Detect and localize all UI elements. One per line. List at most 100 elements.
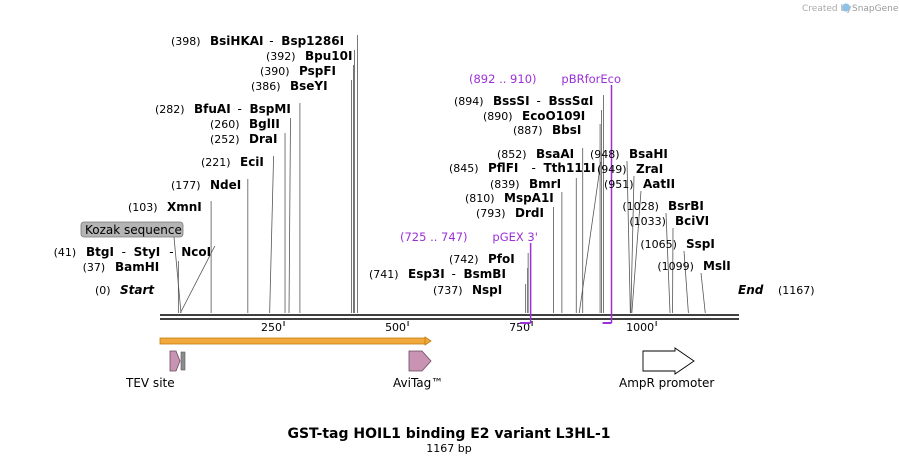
enzyme-separator: - [452, 267, 456, 281]
sequence-backbone [160, 314, 739, 320]
axis-tick-label: 1000 [626, 321, 654, 334]
enzyme-name: EciI [240, 155, 264, 169]
enzyme-position: (1099) [657, 260, 694, 273]
enzyme-position: (845) [449, 162, 479, 175]
map-length: 1167 bp [426, 442, 471, 455]
kozak-pointer [173, 236, 182, 314]
primer-annotations: (725 .. 747) pGEX 3' (892 .. 910) pBRforEco [400, 72, 621, 324]
enzyme-position: (37) [83, 261, 106, 274]
orf-arrowhead [424, 336, 432, 346]
enzyme-name: EcoO109I [522, 109, 585, 123]
enzyme-name: DrdI [515, 206, 544, 220]
primer-name: pGEX 3' [492, 230, 538, 244]
enzyme-name: XmnI [167, 200, 202, 214]
enzyme-position: (221) [201, 156, 231, 169]
credit: Created by SnapGene [802, 3, 899, 14]
enzyme-name: BsmBI [464, 267, 506, 281]
enzyme-name: BciVI [675, 214, 709, 228]
enzyme-site-bamhi[interactable]: (37) BamHI [83, 260, 160, 274]
feature-kozak[interactable]: Kozak sequence [80, 221, 184, 314]
enzyme-site-btgi[interactable]: (41) BtgI - StyI - NcoI [54, 245, 211, 259]
enzyme-site-bsaai[interactable]: (852) BsaAI [497, 147, 574, 161]
enzyme-position: (949) [597, 163, 627, 176]
enzyme-site-bmri[interactable]: (839) BmrI [490, 177, 561, 191]
enzyme-site-nspi[interactable]: (737) NspI [433, 283, 502, 297]
enzyme-name: PflFI [488, 161, 518, 175]
start-label: Start [120, 283, 155, 297]
enzyme-name: BsiHKAI [210, 34, 264, 48]
enzyme-name: BsaAI [536, 147, 574, 161]
enzyme-separator: - [122, 245, 126, 259]
avitag-label: AviTag™ [393, 376, 443, 390]
end-marker: End (1167) [738, 283, 815, 297]
enzyme-position: (741) [369, 268, 399, 281]
enzyme-position: (887) [513, 124, 543, 137]
enzyme-site-pflfi[interactable]: (845) PflFI - Tth111I [449, 161, 595, 175]
primer-pgex3[interactable]: (725 .. 747) pGEX 3' [400, 230, 538, 324]
enzyme-site-ndei[interactable]: (177) NdeI [171, 178, 241, 192]
enzyme-site-esp3i[interactable]: (741) Esp3I - BsmBI [369, 267, 506, 281]
kozak-box [80, 221, 184, 238]
enzyme-site-msli[interactable]: (1099) MslI [657, 259, 730, 273]
enzyme-name: BtgI [86, 245, 114, 259]
enzyme-position: (951) [604, 178, 634, 191]
enzyme-position: (737) [433, 284, 463, 297]
enzyme-name: Esp3I [408, 267, 445, 281]
enzyme-name: BssSαI [549, 94, 594, 108]
enzyme-site-xmni[interactable]: (103) XmnI [128, 200, 202, 214]
enzyme-position: (398) [171, 35, 201, 48]
enzyme-site-bpu10i[interactable]: (392) Bpu10I [266, 49, 352, 63]
enzyme-name: NspI [472, 283, 502, 297]
enzyme-site-bglii[interactable]: (260) BglII [210, 117, 280, 131]
primer-pbrforeco[interactable]: (892 .. 910) pBRforEco [469, 72, 621, 324]
feature-tev-site[interactable]: TEV site [125, 350, 186, 390]
enzyme-position: (282) [155, 103, 185, 116]
cut-line [665, 212, 671, 314]
enzyme-position: (41) [54, 246, 77, 259]
enzyme-site-pfoi[interactable]: (742) PfoI [449, 252, 515, 266]
enzyme-site-bsrbi[interactable]: (1028) BsrBI [622, 199, 703, 213]
enzyme-site-bfuai[interactable]: (282) BfuAI - BspMI [155, 102, 291, 116]
enzyme-position: (948) [590, 148, 620, 161]
enzyme-site-bsahi[interactable]: (948) BsaHI [590, 147, 668, 161]
enzyme-name: BsrBI [668, 199, 704, 213]
ampr-promoter-arrow [642, 347, 695, 375]
cut-line [700, 272, 706, 314]
enzyme-position: (852) [497, 148, 527, 161]
enzyme-name: BbsI [552, 123, 581, 137]
enzyme-site-bcivi[interactable]: (1033) BciVI [629, 214, 709, 228]
enzyme-site-drai[interactable]: (252) DraI [210, 132, 277, 146]
enzyme-position: (392) [266, 50, 296, 63]
tev-adjacent-block [180, 351, 186, 371]
credit-brand: SnapGene [852, 4, 899, 14]
enzyme-name: Bsp1286I [281, 34, 344, 48]
enzyme-site-mspa1i[interactable]: (810) MspA1I [465, 191, 554, 205]
enzyme-position: (839) [490, 178, 520, 191]
enzyme-name: MslI [703, 259, 731, 273]
enzyme-name: BglII [249, 117, 280, 131]
enzyme-site-bbsi[interactable]: (887) BbsI [513, 123, 581, 137]
tev-arrow [169, 350, 181, 372]
enzyme-site-aatii[interactable]: (951) AatII [604, 177, 675, 191]
enzyme-site-zrai[interactable]: (949) ZraI [597, 162, 663, 176]
feature-avitag[interactable]: AviTag™ [393, 350, 443, 390]
enzyme-name: MspA1I [504, 191, 554, 205]
feature-gst-orf[interactable] [159, 336, 432, 346]
feature-ampr-promoter[interactable]: AmpR promoter [619, 347, 714, 390]
enzyme-position: (894) [454, 95, 484, 108]
cut-line [683, 250, 689, 314]
enzyme-name: BseYI [290, 79, 328, 93]
enzyme-site-drdi[interactable]: (793) DrdI [476, 206, 544, 220]
enzyme-site-eco0109i[interactable]: (890) EcoO109I [483, 109, 585, 123]
enzyme-site-bsssi[interactable]: (894) BssSI - BssSαI [454, 94, 593, 108]
enzyme-site-sspi[interactable]: (1065) SspI [640, 237, 714, 251]
cut-lines [177, 35, 706, 314]
enzyme-site-bsihkai[interactable]: (398) BsiHKAI - Bsp1286I [171, 34, 344, 48]
enzyme-site-bseyi[interactable]: (386) BseYI [251, 79, 328, 93]
cut-line [269, 155, 274, 314]
enzyme-name: StyI [134, 245, 161, 259]
enzyme-name: SspI [686, 237, 715, 251]
enzyme-site-ecii[interactable]: (221) EciI [201, 155, 264, 169]
enzyme-name: DraI [249, 132, 277, 146]
enzyme-site-pspfi[interactable]: (390) PspFI [260, 64, 336, 78]
